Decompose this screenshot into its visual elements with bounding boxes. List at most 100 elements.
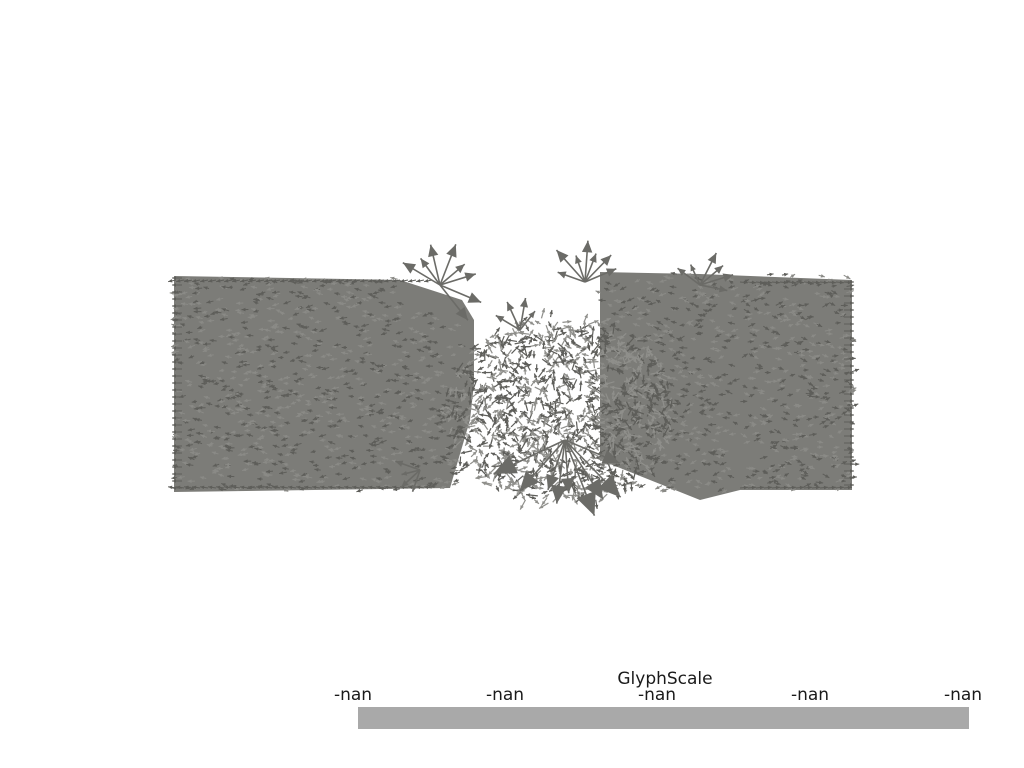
glyph-arrow-head (512, 409, 516, 415)
glyph-arrow-head (278, 377, 283, 381)
glyph-arrow-head (184, 437, 189, 442)
glyph-arrow-head (583, 479, 588, 483)
glyph-arrow-head (578, 333, 583, 337)
glyph-arrow-head (305, 402, 310, 407)
glyph-arrow-head (592, 386, 597, 391)
glyph-arrow-head (181, 291, 186, 295)
glyph-arrow-head (288, 316, 293, 321)
glyph-arrow-head (776, 481, 781, 486)
glyph-arrow-head (814, 391, 820, 396)
glyph-arrow-head (821, 400, 827, 404)
glyph-arrow-head (631, 411, 635, 417)
glyph-arrow-head (349, 449, 354, 454)
glyph-arrow-head (827, 413, 832, 418)
glyph-arrow-head (685, 307, 691, 312)
glyph-arrow-head (548, 413, 553, 418)
glyph-arrow-head (494, 394, 500, 399)
glyph-arrow-head (638, 434, 643, 439)
glyph-arrow-head (352, 465, 357, 470)
glyph-arrow-head (749, 394, 755, 398)
glyph-arrow-head (230, 430, 236, 434)
glyph-arrow-head (753, 415, 759, 420)
glyph-arrow-head (294, 379, 299, 384)
glyph-arrow-head (625, 312, 630, 317)
glyph-arrow-head (582, 337, 587, 342)
glyph-arrow-head (567, 458, 571, 463)
glyph-arrow-head (497, 461, 502, 466)
glyph-arrow-head (565, 376, 570, 381)
glyph-arrow-head (496, 419, 500, 424)
glyph-arrow-head (354, 359, 359, 364)
glyph-arrow-head (402, 381, 407, 386)
glyph-arrow-head (269, 431, 274, 435)
glyph-arrow-head (261, 471, 267, 475)
glyph-arrow-head (523, 413, 528, 418)
glyph-arrow-head (362, 329, 367, 333)
glyph-arrow-head (460, 450, 466, 455)
glyph-arrow-head (270, 428, 275, 433)
glyph-arrow-head (175, 445, 180, 450)
glyph-arrow-head (195, 316, 201, 320)
glyph-arrow-head (195, 418, 200, 422)
glyph-arrow-head (846, 411, 851, 416)
glyph-arrow-head (679, 346, 684, 350)
glyph-arrow-head (277, 405, 282, 410)
glyph-arrow-head (476, 352, 481, 357)
glyph-arrow-head (438, 361, 443, 365)
glyph-arrow-head (603, 437, 608, 441)
glyph-arrow-head (692, 443, 697, 447)
glyph-arrow-head (678, 296, 683, 300)
glyph-arrow-head (835, 464, 841, 468)
glyph-arrow-head (186, 463, 191, 467)
glyph-arrow-head (517, 380, 522, 385)
glyph-arrow-head (666, 483, 671, 487)
glyph-arrow-head (396, 405, 401, 409)
glyph-arrow-head (284, 405, 290, 409)
glyph-arrow-head (335, 472, 340, 476)
glyph-arrow-head (218, 334, 223, 339)
glyph-arrow-head (519, 413, 524, 418)
glyph-arrow-head (346, 290, 351, 295)
glyph-arrow-head (636, 442, 641, 447)
glyph-arrow-head (195, 431, 201, 436)
glyph-arrow-head (366, 296, 372, 300)
glyph-arrow-head (574, 493, 579, 498)
glyph-arrow-head (695, 331, 700, 335)
glyph-arrow-head (699, 403, 704, 407)
glyph-arrow-head (841, 366, 846, 370)
glyph-arrow-head (410, 341, 415, 345)
glyph-arrow-head (709, 381, 715, 386)
glyph-arrow-head (783, 314, 789, 318)
glyph-arrow-head (465, 441, 469, 446)
glyph-arrow-head (202, 346, 208, 350)
glyph-arrow-head (788, 324, 794, 328)
glyph-arrow-head (795, 388, 801, 393)
glyph-arrow-head (640, 295, 645, 300)
glyph-arrow-head (687, 370, 692, 375)
glyph-arrow-head (327, 287, 332, 291)
glyph-arrow-head (390, 276, 395, 281)
glyph-arrow-head (638, 365, 643, 370)
glyph-arrow-head (321, 392, 326, 396)
glyph-arrow-head (546, 330, 550, 336)
glyph-arrow-head (692, 426, 697, 430)
glyph-arrow-head (310, 374, 316, 378)
glyph-arrow-head (683, 389, 688, 393)
glyph-arrow-head (237, 419, 243, 423)
glyph-arrow-head (695, 447, 701, 452)
glyph-arrow-head (341, 345, 346, 350)
glyph-arrow-head (289, 278, 295, 283)
glyph-arrow-head (266, 296, 271, 301)
glyph-arrow-head (420, 356, 425, 360)
glyph-arrow-head (848, 381, 854, 386)
glyph-arrow-head (361, 323, 366, 328)
glyph-arrow-head (275, 329, 280, 334)
glyph-arrow-head (808, 381, 814, 386)
glyph-arrow-head (539, 376, 544, 381)
glyph-arrow-head (490, 452, 496, 456)
glyph-arrow-head (605, 281, 610, 286)
glyph-arrow-head (398, 375, 403, 380)
glyph-arrow-head (662, 488, 667, 493)
glyph-arrow-head (801, 364, 806, 368)
